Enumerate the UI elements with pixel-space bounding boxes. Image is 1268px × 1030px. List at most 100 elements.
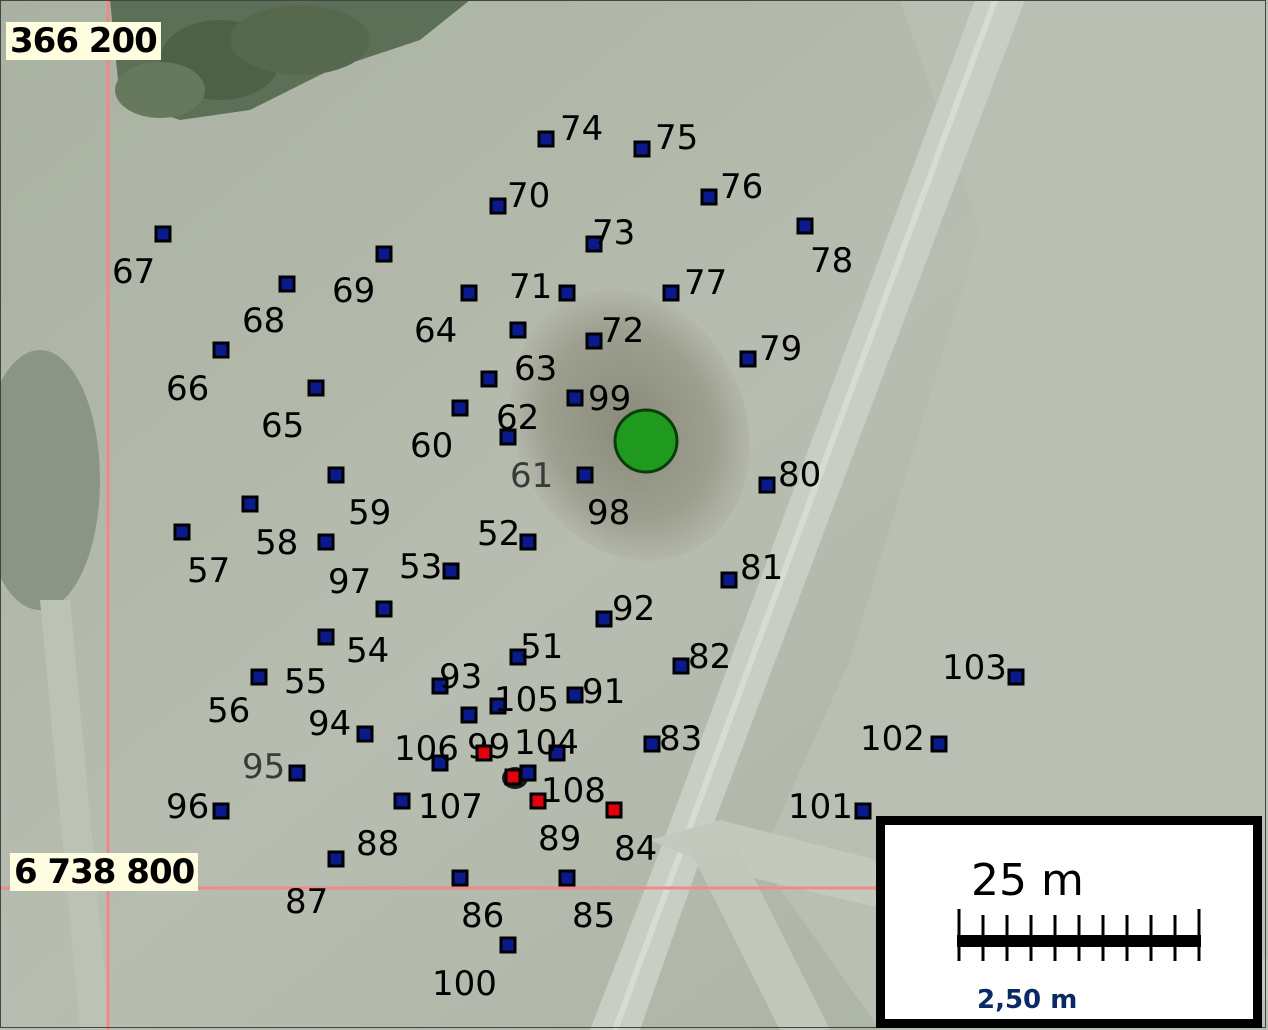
survey-point-1[interactable]: 75 [633,118,698,158]
blue-square-marker-icon[interactable] [930,735,948,753]
survey-point-5[interactable]: 78 [796,217,853,281]
survey-point-7[interactable]: 69 [332,245,393,311]
blue-square-marker-icon[interactable] [460,706,478,724]
blue-square-marker-icon[interactable] [585,235,603,253]
survey-point-25[interactable]: 52 [477,514,537,554]
blue-square-marker-icon[interactable] [460,284,478,302]
survey-point-14[interactable]: 79 [739,329,802,369]
blue-square-marker-icon[interactable] [499,428,517,446]
survey-point-52[interactable]: 89 [529,792,581,859]
survey-point-4[interactable]: 73 [585,213,635,253]
blue-square-marker-icon[interactable] [566,686,584,704]
survey-point-32[interactable]: 51 [509,627,563,667]
survey-point-53[interactable]: 84 [605,801,657,869]
survey-point-21[interactable]: 80 [758,455,821,495]
blue-square-marker-icon[interactable] [720,571,738,589]
red-square-marker-icon[interactable] [605,801,623,819]
survey-point-28[interactable]: 53 [399,547,460,587]
survey-point-30[interactable]: 92 [595,589,655,629]
blue-square-marker-icon[interactable] [489,197,507,215]
blue-square-marker-icon[interactable] [558,869,576,887]
blue-square-marker-icon[interactable] [451,399,469,417]
blue-square-marker-icon[interactable] [212,802,230,820]
survey-point-15[interactable]: 66 [166,341,230,409]
survey-point-8[interactable]: 71 [509,267,576,307]
blue-square-marker-icon[interactable] [327,850,345,868]
survey-point-35[interactable]: 103 [942,648,1025,688]
survey-point-36[interactable]: 93 [431,657,482,697]
survey-point-0[interactable]: 74 [537,109,603,149]
survey-point-47[interactable]: 108 [519,764,606,811]
survey-point-29[interactable]: 81 [720,548,783,589]
blue-square-marker-icon[interactable] [212,341,230,359]
blue-square-marker-icon[interactable] [643,735,661,753]
survey-point-22[interactable]: 98 [576,466,630,533]
blue-square-marker-icon[interactable] [431,754,449,772]
survey-point-13[interactable]: 63 [509,321,557,389]
blue-square-marker-icon[interactable] [431,677,449,695]
survey-point-38[interactable]: 91 [566,672,625,712]
survey-point-48[interactable]: 96 [166,787,230,827]
blue-square-marker-icon[interactable] [796,217,814,235]
blue-square-marker-icon[interactable] [566,389,584,407]
survey-point-20[interactable]: 61 [499,428,553,496]
blue-square-marker-icon[interactable] [672,657,690,675]
blue-square-marker-icon[interactable] [480,370,498,388]
blue-square-marker-icon[interactable] [278,275,296,293]
survey-point-11[interactable]: 64 [414,284,478,351]
survey-point-9[interactable]: 77 [662,263,727,303]
survey-point-45[interactable]: 104 [514,723,579,763]
survey-point-46[interactable]: 95 [242,747,306,787]
survey-point-34[interactable]: 82 [672,637,731,677]
survey-point-56[interactable]: 85 [558,869,615,936]
blue-square-marker-icon[interactable] [173,523,191,541]
blue-square-marker-icon[interactable] [288,764,306,782]
survey-point-37[interactable]: 56 [207,668,268,731]
survey-point-57[interactable]: 100 [432,936,517,1004]
blue-square-marker-icon[interactable] [558,284,576,302]
blue-square-marker-icon[interactable] [595,610,613,628]
survey-point-18[interactable]: 65 [261,379,325,446]
survey-point-2[interactable]: 70 [489,176,550,216]
blue-square-marker-icon[interactable] [451,869,469,887]
blue-square-marker-icon[interactable] [327,466,345,484]
blue-square-marker-icon[interactable] [307,379,325,397]
survey-point-55[interactable]: 86 [451,869,504,936]
blue-square-marker-icon[interactable] [499,936,517,954]
blue-square-marker-icon[interactable] [442,562,460,580]
blue-square-marker-icon[interactable] [241,495,259,513]
survey-point-19[interactable]: 60 [410,399,469,466]
blue-square-marker-icon[interactable] [317,628,335,646]
survey-point-23[interactable]: 59 [327,466,391,533]
blue-square-marker-icon[interactable] [585,332,603,350]
survey-point-41[interactable]: 102 [860,719,948,759]
blue-square-marker-icon[interactable] [356,725,374,743]
survey-point-10[interactable]: 68 [242,275,296,341]
survey-point-3[interactable]: 76 [700,167,763,207]
blue-square-marker-icon[interactable] [250,668,268,686]
blue-square-marker-icon[interactable] [489,697,507,715]
survey-point-43[interactable]: 106 [394,729,459,772]
green-circle-marker-icon[interactable] [613,408,679,474]
red-square-marker-icon[interactable] [529,792,547,810]
survey-point-42[interactable]: 83 [643,719,702,759]
red-square-marker-icon[interactable] [475,744,493,762]
blue-square-marker-icon[interactable] [758,476,776,494]
survey-point-17[interactable]: 99 [566,379,631,419]
survey-point-54[interactable]: 87 [285,850,345,922]
survey-point-31[interactable]: 54 [346,600,393,671]
blue-square-marker-icon[interactable] [548,744,566,762]
blue-square-marker-icon[interactable] [854,802,872,820]
blue-square-marker-icon[interactable] [375,245,393,263]
blue-square-marker-icon[interactable] [509,648,527,666]
survey-point-50[interactable]: 101 [788,787,872,827]
survey-point-49[interactable]: 107 [393,787,483,827]
blue-square-marker-icon[interactable] [537,130,555,148]
blue-square-marker-icon[interactable] [317,533,335,551]
survey-point-12[interactable]: 72 [585,311,644,351]
blue-square-marker-icon[interactable] [1007,668,1025,686]
survey-point-24[interactable]: 58 [241,495,298,563]
survey-point-26[interactable]: 57 [173,523,230,591]
survey-point-40[interactable]: 94 [308,704,374,744]
